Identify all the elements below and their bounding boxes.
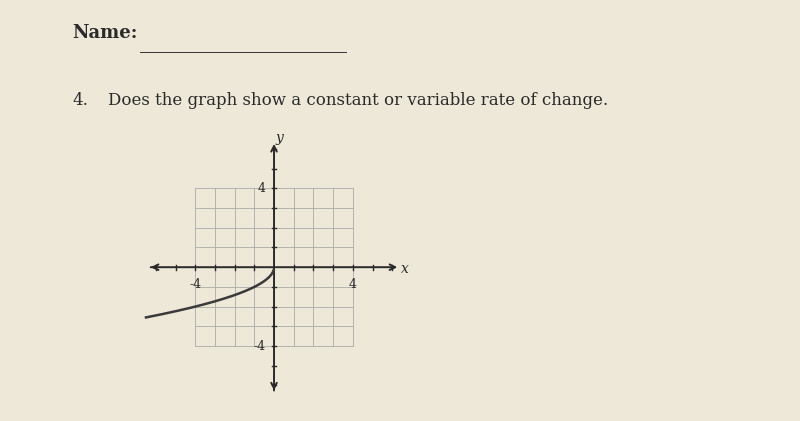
Text: 4.: 4. [72,92,88,109]
Text: 4: 4 [349,278,357,291]
Text: Does the graph show a constant or variable rate of change.: Does the graph show a constant or variab… [108,92,608,109]
Text: y: y [275,131,283,145]
Text: x: x [401,262,409,276]
Text: -4: -4 [253,339,265,352]
Text: _______________________: _______________________ [140,35,347,53]
Text: -4: -4 [189,278,202,291]
Text: Name:: Name: [72,24,138,42]
Text: 4: 4 [257,182,265,195]
